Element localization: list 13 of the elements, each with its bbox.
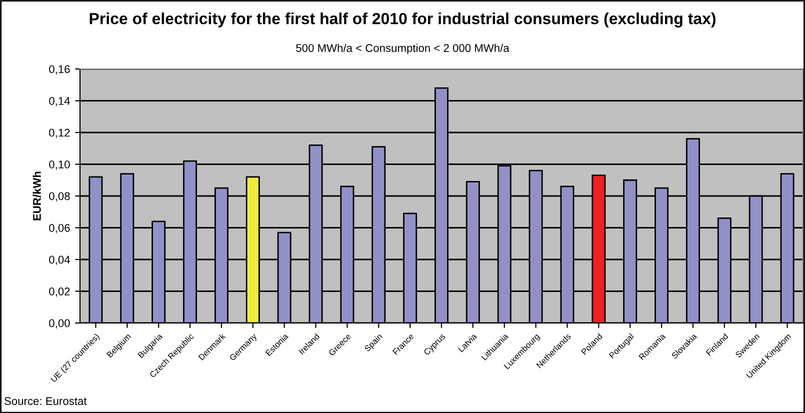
y-tick-label: 0,10 [49, 160, 70, 170]
y-axis-title: EUR/kWh [32, 172, 42, 220]
source-note: Source: Eurostat [4, 397, 87, 405]
y-tick-label: 0,12 [49, 128, 70, 138]
y-tick-label: 0,00 [49, 319, 70, 328]
y-tick-label: 0,08 [49, 192, 70, 202]
chart-title: Price of electricity for the first half of 2010 for industrial consumers (excluding tax) [90, 12, 716, 28]
chart-subtitle: 500 MWh/a < Consumption < 2 000 MWh/a [296, 44, 510, 54]
y-tick-label: 0,04 [49, 256, 70, 265]
y-tick-label: 0,06 [49, 224, 70, 234]
y-tick-label: 0,14 [49, 97, 70, 106]
y-tick-label: 0,16 [49, 65, 70, 74]
y-tick-label: 0,02 [49, 288, 70, 297]
